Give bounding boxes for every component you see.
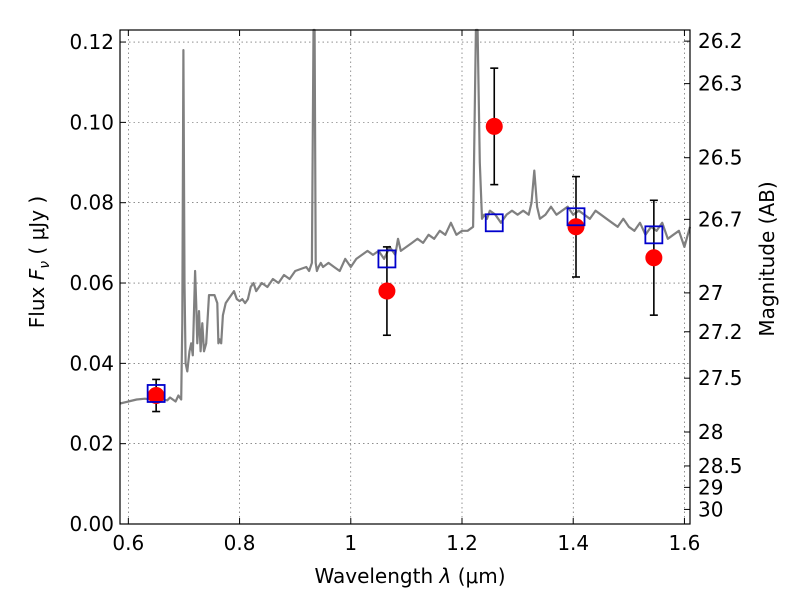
y2-tick-label: 28	[698, 420, 723, 444]
y2-tick-label: 26.2	[698, 29, 743, 53]
grid	[120, 30, 690, 525]
x-tick-label: 1.4	[557, 531, 589, 555]
y-tick-label: 0.08	[69, 191, 114, 215]
y2-tick-label: 30	[698, 497, 723, 521]
y2-tick-label: 27.2	[698, 320, 743, 344]
x-tick-label: 1	[344, 531, 357, 555]
y-axis-label: Flux Fν ( μJy )	[25, 196, 53, 328]
y-tick-label: 0.00	[69, 512, 114, 536]
y-tick-label: 0.02	[69, 432, 114, 456]
model-point	[644, 225, 664, 245]
y-tick-label: 0.10	[69, 110, 114, 134]
spectrum-series	[119, 28, 692, 405]
y2-tick-label: 26.5	[698, 146, 743, 170]
model-point	[484, 213, 504, 233]
plot-frame	[119, 29, 691, 525]
spectrum-line	[119, 28, 692, 405]
observed-point	[485, 117, 503, 135]
model-point	[146, 384, 166, 403]
x-tick-label: 0.6	[112, 531, 144, 555]
model-series	[146, 207, 664, 403]
y-tick-label: 0.04	[69, 351, 114, 375]
observed-series	[147, 117, 663, 404]
errorbar-series	[152, 67, 658, 413]
y-tick-label: 0.12	[69, 30, 114, 54]
y2-tick-label: 28.5	[698, 454, 743, 478]
y2-tick-label: 29	[698, 475, 723, 499]
y2-tick-label: 27	[698, 281, 723, 305]
x-axis-label-text: Wavelength λ (μm)	[314, 564, 505, 588]
y2-tick-label: 26.7	[698, 207, 743, 231]
y-axis-label-text: Flux Fν ( μJy )	[25, 196, 53, 328]
y2-tick-label: 27.5	[698, 366, 743, 390]
x-tick-label: 0.8	[224, 531, 256, 555]
x-tick-label: 1.2	[446, 531, 478, 555]
x-tick-label: 1.6	[669, 531, 701, 555]
observed-point	[567, 218, 585, 236]
y2-tick-label: 26.3	[698, 72, 743, 96]
y2-axis-label: Magnitude (AB)	[755, 181, 779, 336]
x-axis-label: Wavelength λ (μm)	[314, 564, 505, 588]
y-tick-label: 0.06	[69, 271, 114, 295]
model-point	[377, 249, 397, 269]
model-point	[566, 207, 586, 227]
observed-point	[378, 282, 396, 300]
observed-point	[645, 249, 663, 267]
ticks: 0.6 0.8 1 1.2 1.4 1.6 0.00 0.02 0.04 0.06 0.08 0.10…	[69, 29, 742, 555]
